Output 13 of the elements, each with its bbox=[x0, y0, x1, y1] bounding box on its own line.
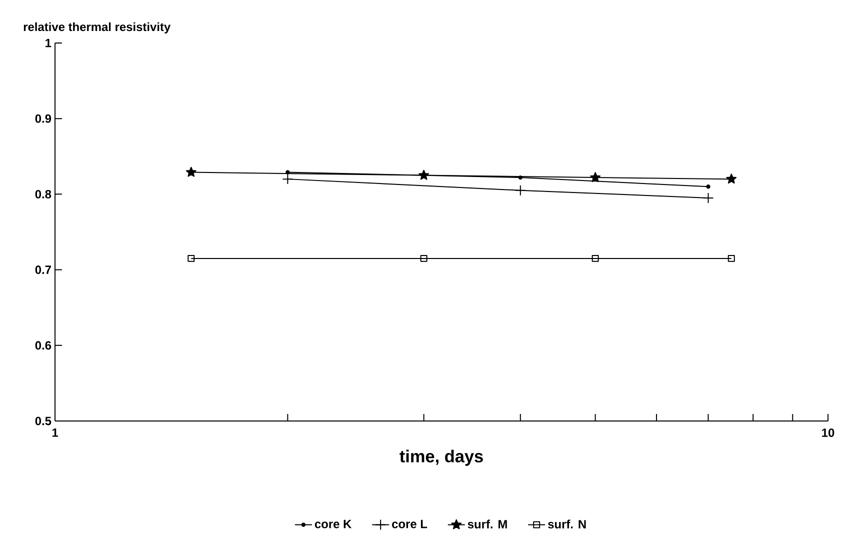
y-tick-label: 0.5 bbox=[35, 416, 52, 426]
legend-label: core L bbox=[392, 520, 428, 528]
legend-label: surf. M bbox=[468, 520, 507, 528]
y-tick-label: 0.7 bbox=[35, 266, 51, 274]
y-tick-label: 0.6 bbox=[35, 341, 52, 350]
y-axis-title: relative thermal resistivity bbox=[24, 22, 171, 34]
y-tick-label: 0.8 bbox=[35, 190, 52, 198]
legend-label: core K bbox=[314, 520, 352, 528]
x-tick-label: 10 bbox=[822, 428, 834, 437]
legend-label: surf. N bbox=[548, 520, 586, 528]
x-axis-title: time, days bbox=[400, 450, 483, 466]
y-tick-label: 1 bbox=[46, 38, 52, 48]
y-tick-label: 0.9 bbox=[35, 114, 52, 123]
